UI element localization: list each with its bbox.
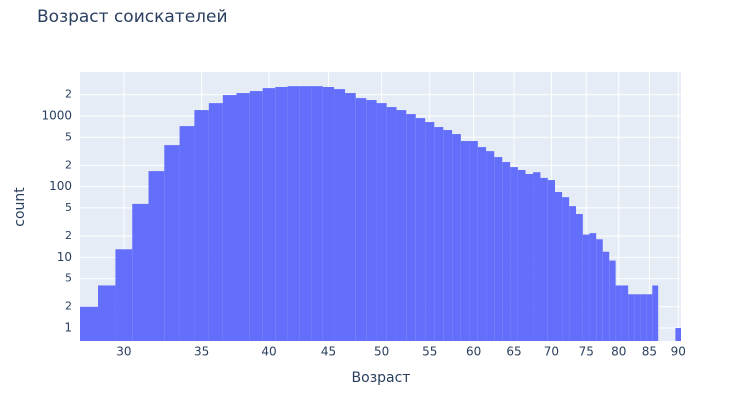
bar — [540, 177, 548, 341]
bar — [554, 192, 563, 341]
bar — [132, 203, 149, 341]
bar — [621, 285, 629, 341]
bar — [222, 95, 237, 341]
bar — [434, 127, 444, 342]
x-tick-label: 70 — [544, 345, 559, 359]
bar — [486, 151, 495, 341]
bar — [628, 294, 635, 341]
bar — [589, 233, 597, 341]
bar — [646, 294, 653, 341]
bar — [517, 170, 526, 341]
bar — [164, 145, 180, 341]
bar — [98, 285, 116, 341]
bar — [80, 306, 99, 341]
x-tick-label: 55 — [422, 345, 437, 359]
bar — [569, 206, 577, 341]
x-tick-label: 85 — [642, 345, 657, 359]
y-tick-label: 2 — [65, 88, 72, 101]
bar — [425, 122, 435, 342]
x-tick-label: 75 — [579, 345, 594, 359]
bar — [602, 251, 610, 341]
bar — [386, 107, 397, 341]
bar — [510, 167, 518, 341]
x-tick-label: 40 — [261, 345, 276, 359]
bar — [396, 110, 407, 341]
bar — [443, 130, 453, 341]
bar — [452, 134, 461, 341]
chart-title: Возраст соискателей — [37, 7, 228, 27]
bar — [322, 87, 335, 342]
bar — [115, 249, 133, 341]
bar — [576, 214, 583, 341]
bar — [366, 100, 377, 341]
bar — [406, 114, 416, 341]
bar — [477, 147, 487, 341]
bar — [376, 103, 387, 342]
bar — [345, 93, 356, 342]
bar — [208, 103, 223, 342]
x-tick-label: 90 — [671, 345, 686, 359]
bar — [634, 294, 641, 341]
y-tick-label: 5 — [65, 201, 72, 214]
bar — [262, 88, 276, 342]
y-tick-label: 5 — [65, 130, 72, 143]
x-tick-label: 50 — [374, 345, 389, 359]
bar — [525, 174, 534, 341]
x-tick-label: 35 — [194, 345, 209, 359]
bar — [148, 171, 165, 341]
bar — [194, 110, 209, 341]
bar — [502, 162, 511, 341]
bar — [299, 86, 312, 341]
x-tick-label: 45 — [321, 345, 336, 359]
bar — [275, 87, 288, 342]
bar — [334, 89, 346, 341]
bar — [287, 86, 300, 341]
bar — [533, 172, 541, 341]
x-tick-label: 80 — [611, 345, 626, 359]
bar — [547, 180, 555, 341]
bar — [469, 141, 478, 341]
x-tick-label: 30 — [116, 345, 131, 359]
bar — [460, 141, 470, 341]
bar — [415, 118, 426, 341]
y-tick-label: 1 — [64, 321, 72, 335]
bar — [249, 91, 263, 341]
bar — [494, 157, 503, 341]
bar — [355, 98, 367, 341]
y-tick-label: 2 — [65, 229, 72, 242]
y-tick-label: 2 — [65, 158, 72, 171]
y-axis-title: count — [12, 187, 28, 227]
bar — [652, 285, 659, 341]
bar — [596, 239, 603, 341]
bar — [609, 260, 616, 341]
bar — [615, 285, 622, 341]
bar — [236, 93, 250, 342]
y-tick-label: 2 — [65, 300, 72, 313]
bar — [582, 234, 590, 341]
x-tick-label: 65 — [506, 345, 521, 359]
bar — [562, 197, 570, 341]
y-tick-label: 10 — [57, 250, 72, 264]
y-tick-label: 1000 — [41, 108, 72, 122]
bar — [311, 86, 323, 341]
y-tick-label: 5 — [65, 272, 72, 285]
x-axis-title: Возраст — [352, 370, 411, 386]
bar — [179, 126, 195, 342]
y-tick-label: 100 — [49, 179, 72, 193]
x-tick-label: 60 — [466, 345, 481, 359]
bar — [640, 294, 647, 341]
bar — [675, 328, 681, 341]
